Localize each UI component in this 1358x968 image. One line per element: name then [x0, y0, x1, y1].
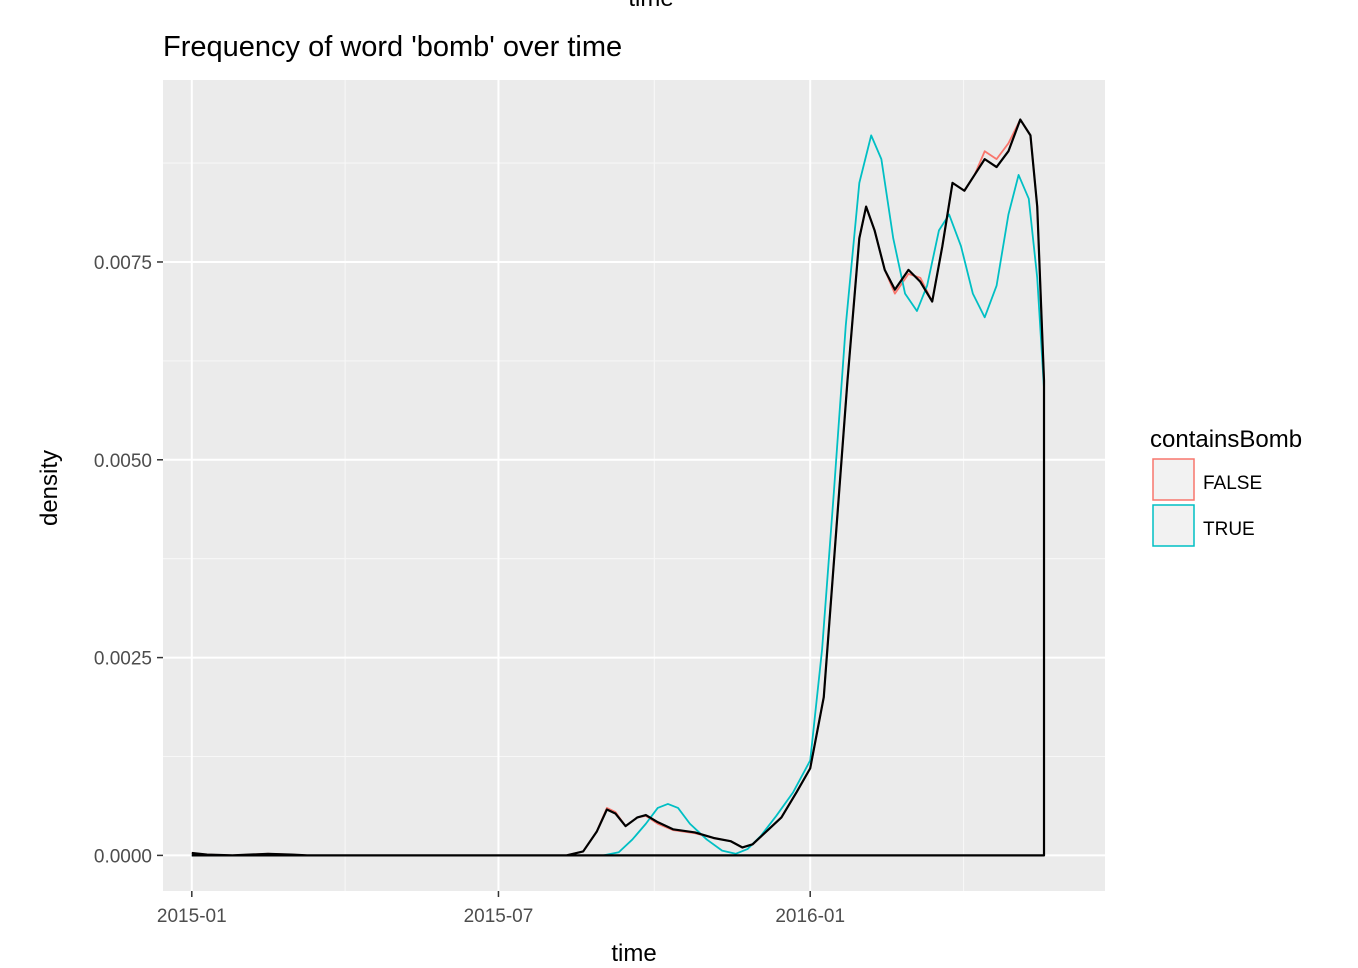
- x-tick-label: 2015-01: [157, 906, 227, 927]
- x-tick-label: 2015-07: [464, 906, 534, 927]
- series-line-true: [191, 134, 1045, 857]
- axis-ticks: 0.0000 0.0025 0.0050 0.0075 2015-01 2015-07 20…: [94, 253, 845, 927]
- legend-key-false: [1152, 458, 1195, 501]
- x-axis-title: time: [611, 940, 656, 967]
- legend: containsBomb FALSE TRUE: [1150, 426, 1302, 547]
- legend-title: containsBomb: [1150, 426, 1302, 453]
- y-tick-label: 0.0000: [94, 846, 152, 867]
- y-tick-label: 0.0050: [94, 451, 152, 472]
- y-axis-title: density: [36, 450, 63, 526]
- x-tick-label: 2016-01: [775, 906, 845, 927]
- y-tick-label: 0.0025: [94, 649, 152, 670]
- y-tick-label: 0.0075: [94, 253, 152, 274]
- minor-grid: [163, 80, 1105, 891]
- legend-label-false: FALSE: [1203, 473, 1262, 494]
- legend-key-true: [1152, 504, 1195, 547]
- legend-label-true: TRUE: [1203, 519, 1255, 540]
- chart-title: Frequency of word 'bomb' over time: [163, 31, 622, 63]
- series-lines: [191, 118, 1046, 857]
- series-line-overall: [191, 118, 1046, 857]
- top-axis-title: time: [628, 0, 673, 12]
